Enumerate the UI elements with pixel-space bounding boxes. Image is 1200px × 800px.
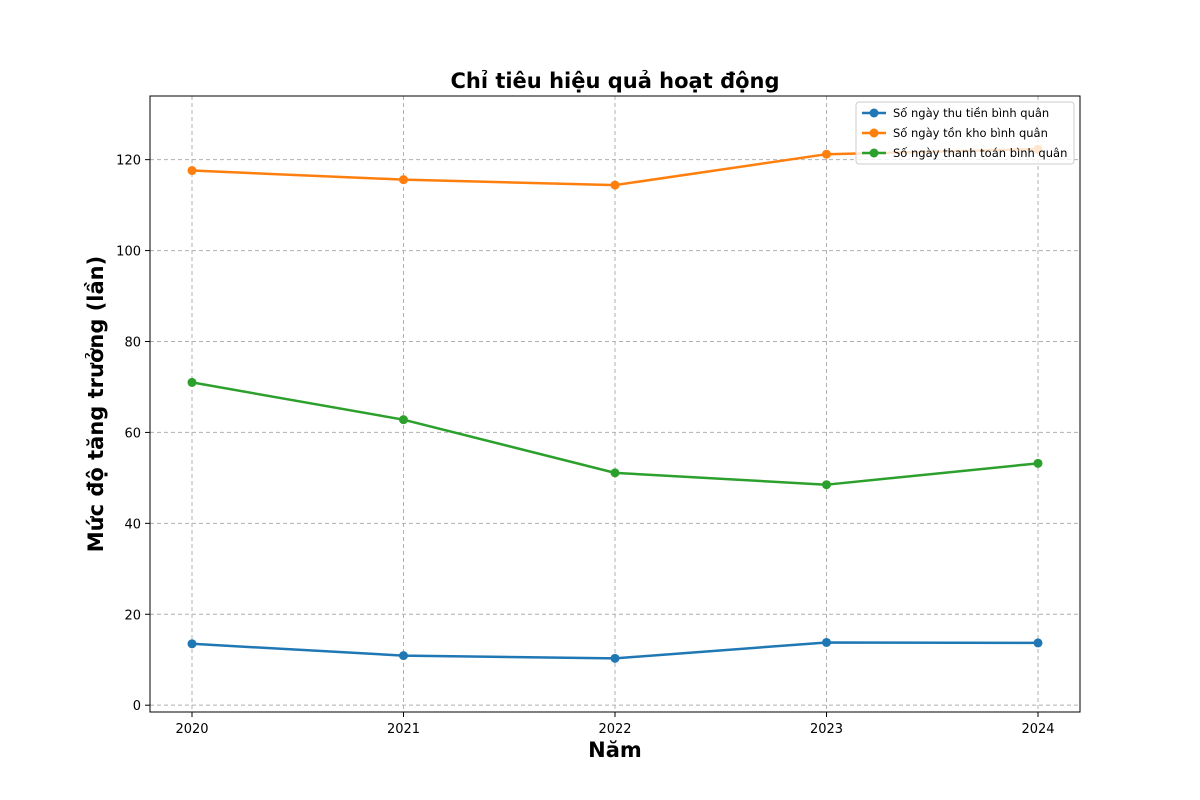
data-point	[187, 639, 197, 649]
data-point	[610, 653, 620, 663]
data-point	[610, 468, 620, 478]
data-point	[399, 175, 408, 185]
y-tick-label: 100	[116, 245, 141, 260]
legend-item: Số ngày thu tiền bình quân	[862, 106, 1049, 120]
x-tick-label: 2023	[810, 722, 843, 737]
data-point	[822, 637, 831, 647]
data-point	[399, 651, 408, 661]
legend-label: Số ngày tồn kho bình quân	[893, 126, 1048, 140]
axis-ticks: 2020 2021 2022 2023 2024 0 20 40 60 80 100 120	[116, 154, 1054, 737]
data-point	[399, 415, 408, 425]
legend-item: Số ngày tồn kho bình quân	[862, 126, 1048, 140]
legend-box	[855, 101, 1075, 165]
series-1	[187, 637, 1043, 663]
series-3	[187, 377, 1043, 490]
data-point	[610, 180, 620, 190]
grid	[150, 96, 1080, 712]
legend-label: Số ngày thanh toán bình quân	[893, 146, 1067, 160]
y-tick-label: 0	[133, 699, 141, 714]
y-tick-label: 120	[116, 154, 141, 169]
x-tick-label: 2022	[598, 722, 631, 737]
legend-point-marker	[869, 108, 879, 118]
legend: Số ngày thu tiền bình quân Số ngày tồn kh…	[855, 101, 1075, 165]
y-tick-label: 40	[124, 517, 141, 532]
x-tick-label: 2020	[175, 722, 208, 737]
x-axis-label: Năm	[588, 738, 642, 762]
x-tick-label: 2024	[1021, 722, 1054, 737]
data-point	[1033, 638, 1043, 648]
y-tick-label: 60	[124, 426, 141, 441]
legend-point-marker	[869, 148, 879, 158]
x-tick-label: 2021	[387, 722, 420, 737]
y-tick-label: 80	[124, 335, 141, 350]
chart-title: Chỉ tiêu hiệu quả hoạt động	[450, 69, 779, 93]
data-point	[187, 377, 197, 387]
y-tick-label: 20	[124, 608, 141, 623]
legend-item: Số ngày thanh toán bình quân	[862, 146, 1067, 160]
legend-point-marker	[869, 128, 879, 138]
legend-label: Số ngày thu tiền bình quân	[893, 106, 1049, 120]
data-point	[187, 166, 197, 176]
data-point	[1033, 458, 1043, 468]
data-point	[822, 480, 831, 490]
y-axis-label: Mức độ tăng trưởng (lần)	[84, 256, 108, 552]
data-point	[822, 149, 831, 159]
